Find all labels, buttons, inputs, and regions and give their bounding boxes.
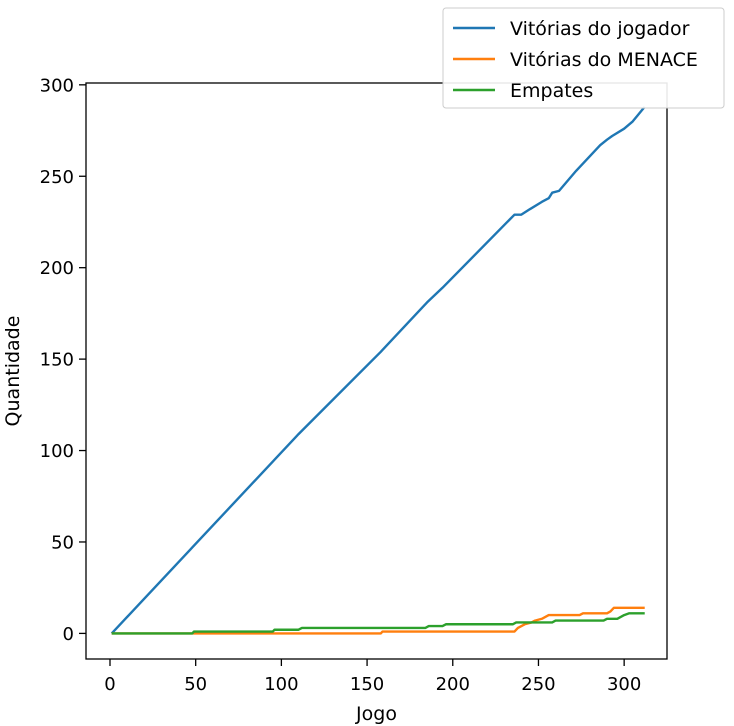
y-axis-label: Quantidade bbox=[2, 316, 24, 427]
x-tick-label-4: 200 bbox=[436, 674, 470, 695]
x-tick-label-2: 100 bbox=[264, 674, 298, 695]
y-tick-label-2: 100 bbox=[40, 441, 74, 462]
legend: Vitórias do jogador Vitórias do MENACE Emp… bbox=[442, 7, 725, 109]
y-tick-label-1: 50 bbox=[51, 532, 74, 553]
plot-frame bbox=[85, 82, 668, 660]
y-tick-label-0: 0 bbox=[63, 624, 74, 645]
legend-label-0: Vitórias do jogador bbox=[510, 18, 690, 40]
series-layer bbox=[110, 106, 646, 635]
x-axis-ticks: 0 50 100 150 200 250 300 bbox=[104, 659, 641, 695]
y-tick-label-6: 300 bbox=[40, 75, 74, 96]
legend-box bbox=[442, 7, 725, 109]
y-tick-label-5: 250 bbox=[40, 167, 74, 188]
x-tick-label-6: 300 bbox=[607, 674, 641, 695]
x-axis-label: Jogo bbox=[355, 703, 397, 725]
y-tick-label-3: 150 bbox=[40, 350, 74, 371]
legend-items: Vitórias do jogador Vitórias do MENACE Emp… bbox=[453, 18, 698, 102]
x-tick-label-3: 150 bbox=[350, 674, 384, 695]
series-line-0 bbox=[110, 106, 646, 635]
x-tick-label-5: 250 bbox=[521, 674, 555, 695]
y-tick-label-4: 200 bbox=[40, 258, 74, 279]
y-axis-ticks: 0 50 100 150 200 250 300 bbox=[40, 75, 86, 645]
legend-label-2: Empates bbox=[510, 80, 593, 102]
series-line-2 bbox=[111, 612, 645, 635]
series-line-1 bbox=[111, 606, 645, 635]
x-tick-label-1: 50 bbox=[184, 674, 207, 695]
x-tick-label-0: 0 bbox=[104, 674, 115, 695]
legend-label-1: Vitórias do MENACE bbox=[510, 49, 698, 71]
